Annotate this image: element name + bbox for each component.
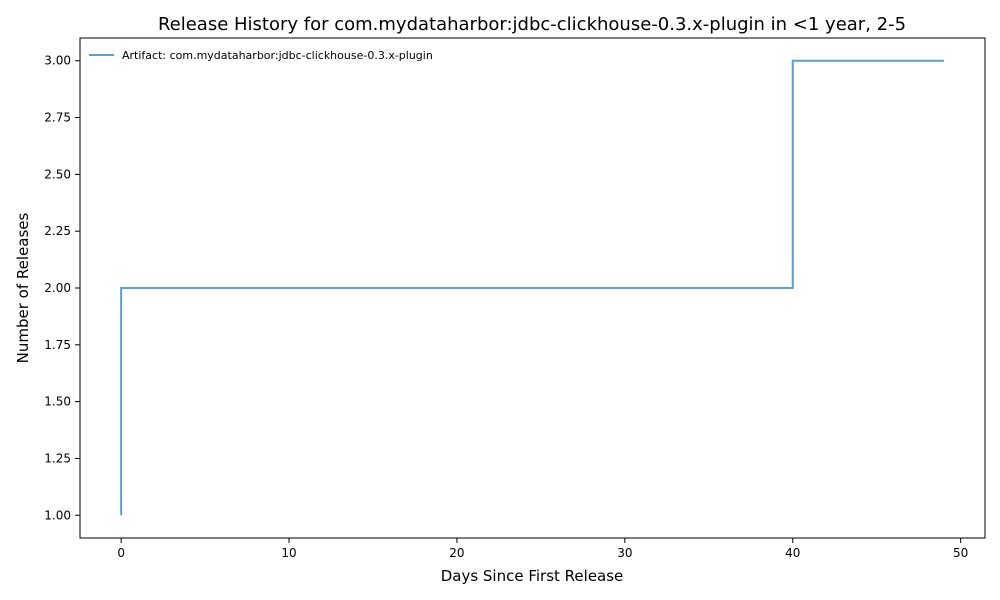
x-tick-label: 50 [953,546,968,560]
y-tick-label: 2.50 [44,167,71,181]
legend-label: Artifact: com.mydataharbor:jdbc-clickhou… [122,49,433,62]
x-tick-label: 0 [117,546,125,560]
y-tick-label: 1.25 [44,451,71,465]
y-tick-label: 1.00 [44,508,71,522]
x-tick-label: 20 [449,546,464,560]
x-tick-label: 40 [785,546,800,560]
legend: Artifact: com.mydataharbor:jdbc-clickhou… [89,49,433,62]
x-tick-label: 10 [281,546,296,560]
y-tick-label: 2.75 [44,111,71,125]
y-tick-label: 2.25 [44,224,71,238]
x-tick-label: 30 [617,546,632,560]
y-axis-ticks: 1.00 1.25 1.50 1.75 2.00 2.25 2.50 2.75 3.00 [44,54,80,522]
x-axis-title: Days Since First Release [441,567,624,585]
y-tick-label: 1.50 [44,395,71,409]
y-tick-label: 2.00 [44,281,71,295]
y-tick-label: 1.75 [44,338,71,352]
series-step-line [120,59,944,516]
chart-title: Release History for com.mydataharbor:jdb… [158,14,906,35]
y-axis-title: Number of Releases [14,212,32,363]
y-tick-label: 3.00 [44,54,71,68]
x-axis-ticks: 0 10 20 30 40 50 [117,538,968,560]
series-layer [120,59,944,516]
